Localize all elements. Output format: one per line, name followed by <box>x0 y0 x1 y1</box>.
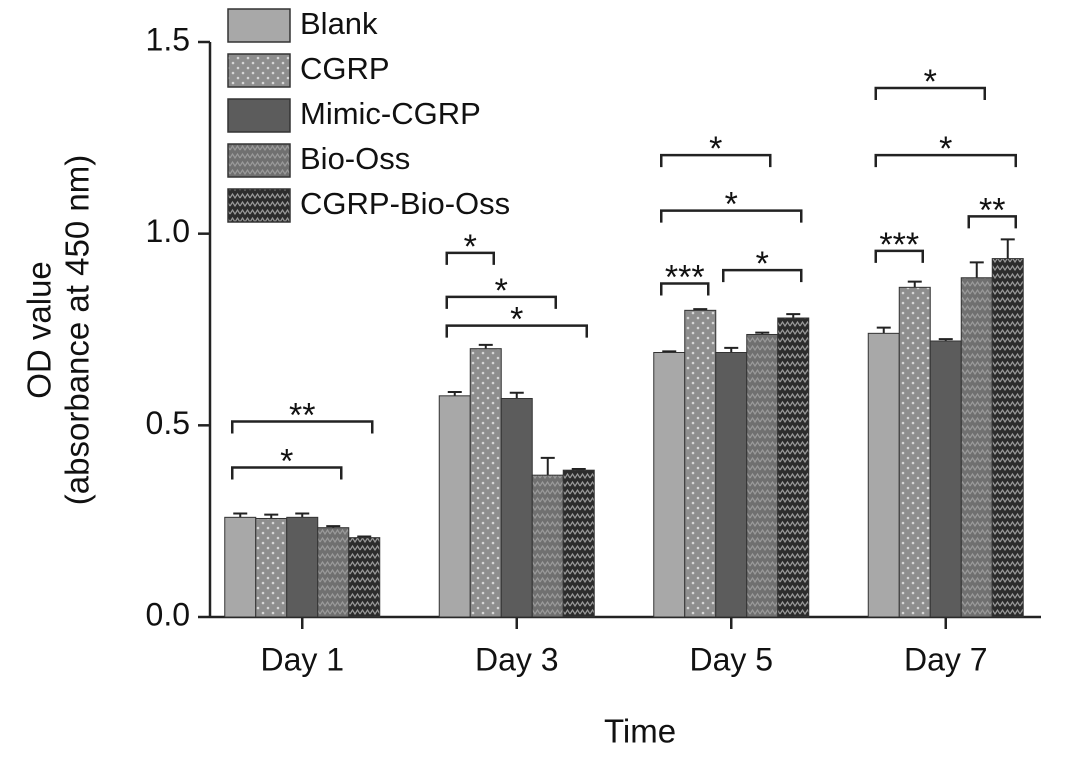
error-bar <box>969 261 984 278</box>
significance-bracket <box>660 282 710 296</box>
significance-label: * <box>510 301 523 339</box>
significance-label: *** <box>665 258 705 296</box>
x-tick-label: Day 7 <box>904 641 988 677</box>
legend-label: Blank <box>300 6 378 41</box>
significance-bracket <box>231 420 374 434</box>
bar <box>317 527 350 618</box>
bar <box>469 348 502 618</box>
legend-swatch <box>227 143 291 178</box>
error-bar <box>295 512 310 518</box>
error-bar <box>233 512 248 518</box>
error-bar <box>724 346 739 353</box>
significance-bracket <box>722 268 803 283</box>
legend-swatch <box>227 188 291 223</box>
legend-swatch <box>227 98 291 133</box>
x-axis-title: Time <box>604 713 676 750</box>
bar <box>438 395 471 618</box>
significance-label: * <box>939 130 952 168</box>
y-axis-title-line: OD value <box>21 261 58 399</box>
bar <box>746 333 779 618</box>
y-tick-label: 0.5 <box>146 405 190 441</box>
x-tick-label: Day 5 <box>689 641 773 677</box>
error-bar <box>509 391 524 399</box>
legend-swatch <box>227 8 291 43</box>
bar <box>715 352 748 618</box>
error-bar <box>447 390 462 396</box>
bar <box>255 517 288 618</box>
error-bar <box>907 280 922 288</box>
error-bar <box>264 513 279 519</box>
y-axis-title: OD value (absorbance at 450 nm) <box>21 155 96 505</box>
significance-bracket <box>231 466 343 480</box>
significance-label: *** <box>879 226 919 264</box>
significance-bracket <box>967 215 1017 229</box>
significance-bracket <box>874 153 1017 168</box>
significance-bracket <box>445 295 557 309</box>
y-axis-title-line: (absorbance at 450 nm) <box>59 155 96 505</box>
legend-swatch <box>227 53 291 88</box>
significance-bracket <box>445 324 588 338</box>
significance-label: * <box>495 272 508 310</box>
bar <box>562 469 595 618</box>
error-bar <box>1000 238 1015 259</box>
bar <box>286 516 319 618</box>
significance-label: * <box>756 245 769 283</box>
legend-label: CGRP <box>300 51 390 86</box>
bar <box>224 516 257 618</box>
x-tick-label: Day 1 <box>260 641 344 677</box>
legend-label: Mimic-CGRP <box>300 96 481 131</box>
error-bar <box>876 326 891 334</box>
bar <box>653 352 686 618</box>
significance-label: * <box>924 63 937 101</box>
bar <box>898 286 931 618</box>
significance-label: * <box>725 186 738 224</box>
significance-label: * <box>464 228 477 266</box>
significance-bracket <box>660 153 772 168</box>
significance-label: * <box>280 442 293 480</box>
bar <box>531 474 564 618</box>
bar <box>929 340 962 618</box>
error-bar <box>786 313 801 318</box>
significance-bracket <box>660 209 803 223</box>
y-tick-label: 1.0 <box>146 213 190 249</box>
bar <box>867 332 900 618</box>
legend-label: Bio-Oss <box>300 141 410 176</box>
significance-bracket <box>445 251 495 265</box>
bar <box>991 258 1024 618</box>
bar <box>500 398 533 618</box>
bar <box>684 309 717 618</box>
y-tick-label: 0.0 <box>146 596 190 632</box>
significance-bracket <box>874 249 924 263</box>
bar <box>348 537 381 618</box>
bar <box>777 317 810 618</box>
x-tick-label: Day 3 <box>475 641 559 677</box>
significance-label: ** <box>289 396 315 434</box>
significance-label: * <box>709 130 722 168</box>
error-bar <box>478 343 493 349</box>
legend-label: CGRP-Bio-Oss <box>300 186 510 221</box>
y-tick-label: 1.5 <box>146 21 190 57</box>
error-bar <box>540 456 555 476</box>
significance-bracket <box>874 86 986 100</box>
bar <box>960 277 993 618</box>
significance-label: ** <box>979 191 1005 229</box>
